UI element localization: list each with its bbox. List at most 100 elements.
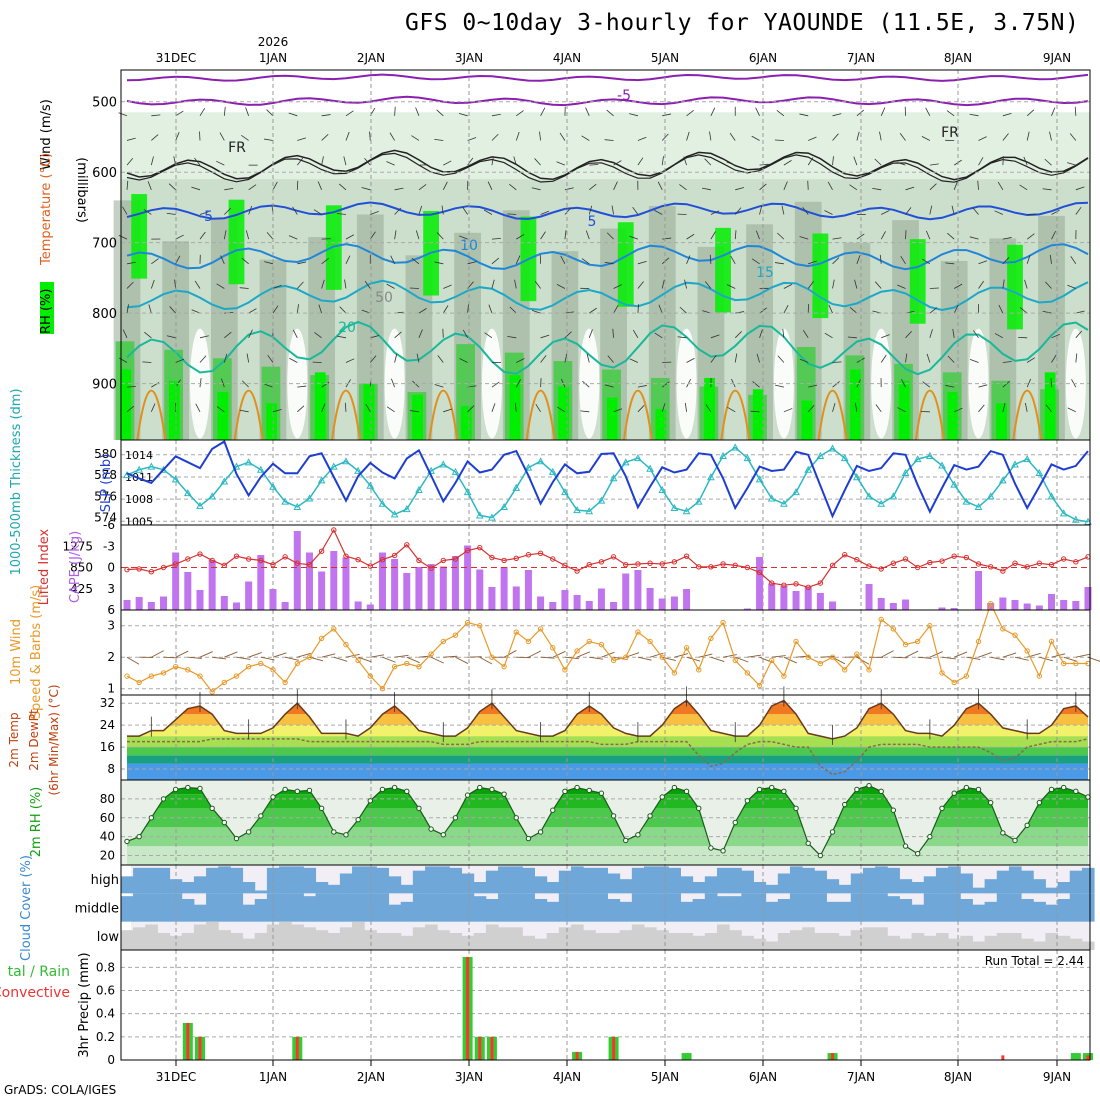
cape-bar-8	[220, 596, 228, 610]
isotherm-25-lobe-2	[136, 389, 167, 441]
cloud-middle-bar-69	[960, 899, 973, 922]
cape-bar-45	[670, 596, 678, 610]
upper-wind-barb	[947, 355, 955, 363]
freezing-level-line-2	[126, 152, 1089, 183]
upper-wind-barb	[978, 384, 988, 388]
cloud-middle-bar-44	[656, 893, 669, 922]
wind-speed-point-32	[513, 629, 519, 635]
wind-barb-42	[637, 656, 652, 661]
temperature-tick-16: 16	[100, 740, 115, 754]
cloud-low-bar-73	[1008, 933, 1022, 950]
rh-bright-plume-40	[606, 397, 618, 440]
wind-speed-point-11	[258, 660, 264, 667]
upper-wind-barb	[588, 205, 593, 215]
rh-bright-plume-52	[752, 389, 764, 440]
isotherm-25-lobe-26	[428, 389, 459, 441]
upper-wind-barb	[1042, 188, 1052, 191]
rh-bright-plume-56	[801, 400, 813, 440]
lifted-index-point-44	[659, 561, 665, 567]
thickness-point-9	[232, 462, 241, 470]
lifted-index-point-62	[878, 566, 884, 572]
rh-point-16	[318, 805, 325, 812]
cloud-middle-bar-79	[1081, 893, 1095, 922]
cape-bar-64	[902, 599, 910, 610]
cloud-high-bar-23	[400, 884, 414, 894]
upper-wind-barb	[874, 281, 882, 289]
upper-wind-barb	[292, 329, 298, 338]
cloud-middle-bar-33	[522, 893, 536, 922]
rh-point-23	[404, 788, 410, 795]
upper-wind-barb	[491, 403, 496, 412]
upper-wind-barb	[561, 378, 566, 388]
upper-wind-barb	[783, 408, 793, 413]
bottom-date-label-31DEC: 31DEC	[156, 1070, 196, 1084]
upper-wind-barb	[174, 279, 177, 289]
rh-midlevel-plume-57	[812, 233, 829, 319]
upper-wind-barb	[272, 284, 282, 289]
rh-point-55	[793, 805, 799, 812]
cloud-middle-bar-37	[571, 893, 584, 922]
thickness-point-39	[597, 496, 606, 504]
upper-wind-barb	[751, 258, 760, 265]
cape-bar-68	[950, 608, 958, 610]
rh-tick-40: 40	[100, 830, 115, 844]
upper-wind-barb	[661, 156, 664, 166]
upper-wind-barb	[220, 255, 225, 264]
cloud-high-bar-38	[583, 867, 596, 894]
upper-wind-barb	[361, 309, 371, 314]
cloud-low-bar-41	[619, 930, 633, 950]
cloud-middle-bar-31	[498, 893, 511, 922]
cloud-middle-bar-58	[826, 901, 840, 922]
thickness-point-61	[865, 492, 873, 500]
rh-point-10	[245, 829, 252, 835]
cloud-middle-bar-3	[157, 893, 171, 922]
wind-barb-31	[503, 650, 517, 658]
thickness-point-76	[1047, 492, 1056, 500]
rh-point-65	[914, 850, 921, 857]
cloud-middle-bar-14	[291, 893, 304, 922]
upper-wind-barb	[1019, 184, 1028, 191]
upper-wind-barb	[557, 406, 566, 413]
lifted-index-point-46	[683, 553, 690, 559]
cloud-low-bar-18	[339, 927, 353, 950]
lifted-index-point-28	[464, 547, 471, 554]
wind-barb-64	[905, 650, 919, 658]
upper-wind-barb	[994, 333, 1004, 339]
upper-wind-barb	[1049, 131, 1052, 141]
wind-speed-point-10	[245, 663, 252, 670]
rh-bright-plume-64	[898, 380, 910, 440]
cloud-low-bar-9	[230, 933, 244, 950]
thickness-point-36	[561, 488, 569, 496]
rh-point-76	[1048, 786, 1055, 793]
lifted-index-point-9	[233, 553, 240, 559]
rh-point-39	[598, 790, 605, 796]
upper-wind-barb	[629, 235, 639, 240]
rh-ylabel: 2m RH (%)	[29, 787, 44, 858]
cape-bar-74	[1023, 603, 1031, 610]
upper-wind-barb	[199, 378, 202, 388]
upper-wind-barb	[1075, 330, 1083, 339]
lifted-index-point-29	[477, 544, 483, 551]
rh-bright-plume-24	[412, 394, 423, 440]
upper-wind-barb	[166, 335, 176, 339]
wind-speed-point-73	[1012, 632, 1018, 638]
upper-wind-barb	[219, 132, 225, 141]
cloud-middle-bar-29	[473, 896, 487, 922]
rh-point-11	[258, 813, 264, 819]
upper-wind-barb	[709, 254, 712, 264]
contour-label-10: 50	[375, 290, 393, 306]
wind-barb-33	[528, 650, 542, 658]
upper-wind-barb	[288, 112, 298, 117]
cape-bar-16	[318, 571, 326, 610]
upper-wind-barb	[1026, 255, 1031, 264]
wind-barb-4	[175, 650, 189, 658]
upper-wind-barb	[126, 261, 136, 265]
upper-wind-barb	[267, 354, 274, 363]
upper-wind-barb	[266, 232, 274, 240]
lifted-index-point-40	[610, 554, 617, 560]
upper-wind-barb	[199, 231, 206, 240]
cape-bar-18	[342, 557, 350, 610]
rh-shading-group	[113, 112, 1090, 441]
upper-wind-barb	[998, 304, 1004, 314]
wind-tick-1: 1	[107, 682, 115, 696]
